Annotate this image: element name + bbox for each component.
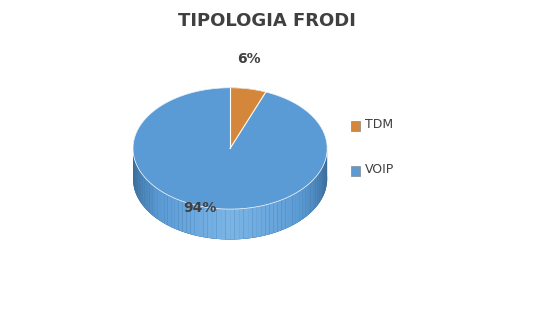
Polygon shape bbox=[179, 200, 182, 232]
Polygon shape bbox=[225, 209, 230, 239]
Polygon shape bbox=[221, 209, 225, 239]
Text: VOIP: VOIP bbox=[365, 163, 394, 176]
Polygon shape bbox=[134, 159, 135, 192]
Polygon shape bbox=[143, 175, 145, 208]
Polygon shape bbox=[248, 207, 253, 239]
Polygon shape bbox=[161, 191, 164, 223]
Polygon shape bbox=[133, 118, 327, 239]
Polygon shape bbox=[317, 172, 319, 205]
Polygon shape bbox=[322, 164, 324, 197]
Polygon shape bbox=[313, 178, 316, 210]
Polygon shape bbox=[195, 205, 199, 236]
Polygon shape bbox=[141, 172, 143, 205]
Polygon shape bbox=[253, 207, 257, 238]
Polygon shape bbox=[139, 170, 141, 203]
Polygon shape bbox=[133, 88, 327, 209]
Polygon shape bbox=[135, 162, 136, 195]
Polygon shape bbox=[324, 162, 325, 195]
Text: 6%: 6% bbox=[237, 52, 261, 66]
Polygon shape bbox=[133, 88, 327, 209]
Polygon shape bbox=[208, 207, 212, 239]
Polygon shape bbox=[235, 209, 239, 239]
Polygon shape bbox=[187, 203, 191, 234]
Polygon shape bbox=[321, 167, 322, 200]
Polygon shape bbox=[230, 209, 235, 239]
Polygon shape bbox=[136, 164, 138, 197]
Polygon shape bbox=[155, 187, 158, 219]
Polygon shape bbox=[191, 204, 195, 235]
Polygon shape bbox=[182, 201, 187, 233]
Polygon shape bbox=[239, 209, 244, 239]
Polygon shape bbox=[265, 204, 270, 235]
Polygon shape bbox=[168, 195, 171, 227]
Text: TDM: TDM bbox=[365, 118, 393, 131]
Polygon shape bbox=[158, 189, 161, 222]
Polygon shape bbox=[145, 178, 147, 210]
Polygon shape bbox=[147, 180, 150, 213]
Polygon shape bbox=[212, 208, 216, 239]
Polygon shape bbox=[152, 185, 155, 217]
Polygon shape bbox=[308, 182, 311, 215]
Polygon shape bbox=[138, 167, 139, 200]
Polygon shape bbox=[296, 191, 299, 223]
Polygon shape bbox=[316, 175, 317, 208]
Polygon shape bbox=[175, 198, 179, 230]
Polygon shape bbox=[293, 193, 296, 225]
Polygon shape bbox=[302, 187, 305, 219]
Polygon shape bbox=[311, 180, 313, 213]
Polygon shape bbox=[244, 208, 248, 239]
Polygon shape bbox=[278, 200, 281, 232]
Polygon shape bbox=[305, 185, 308, 217]
Polygon shape bbox=[319, 170, 321, 203]
Polygon shape bbox=[270, 203, 273, 234]
Polygon shape bbox=[150, 182, 152, 215]
Polygon shape bbox=[289, 195, 293, 227]
Polygon shape bbox=[230, 88, 266, 148]
Polygon shape bbox=[273, 201, 278, 233]
Polygon shape bbox=[230, 88, 266, 148]
Polygon shape bbox=[281, 198, 285, 230]
Polygon shape bbox=[285, 197, 289, 229]
Polygon shape bbox=[133, 149, 327, 239]
Polygon shape bbox=[203, 207, 208, 238]
Polygon shape bbox=[325, 159, 326, 192]
Text: 94%: 94% bbox=[183, 201, 216, 215]
Polygon shape bbox=[171, 197, 175, 229]
Polygon shape bbox=[164, 193, 168, 225]
Polygon shape bbox=[199, 206, 203, 237]
Polygon shape bbox=[261, 205, 265, 236]
FancyBboxPatch shape bbox=[351, 166, 360, 176]
Polygon shape bbox=[299, 189, 302, 222]
Polygon shape bbox=[257, 206, 261, 237]
Polygon shape bbox=[216, 209, 221, 239]
Text: TIPOLOGIA FRODI: TIPOLOGIA FRODI bbox=[177, 12, 356, 30]
FancyBboxPatch shape bbox=[351, 121, 360, 131]
